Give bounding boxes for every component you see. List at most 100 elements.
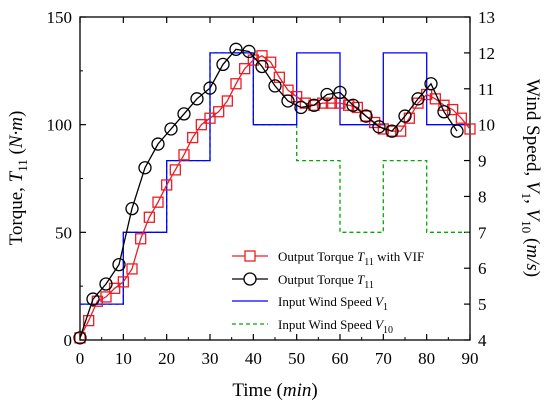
data-point-square [83, 314, 95, 327]
y-right-tick-label: 8 [478, 187, 487, 206]
data-point-circle [346, 98, 360, 112]
data-point-square [74, 332, 86, 344]
series-line-input-wind-speed-v1 [80, 52, 470, 305]
legend-label-torque: Output Torque T11 [278, 272, 374, 291]
data-point-circle [437, 105, 451, 119]
x-tick-label: 90 [462, 349, 479, 368]
plot-frame [79, 16, 471, 341]
x-axis-title: Time (min) [232, 380, 317, 401]
legend-label-wind-v1: Input Wind Speed V1 [278, 294, 388, 313]
data-point-square [178, 149, 190, 161]
data-point-circle [242, 44, 256, 59]
x-tick-label: 30 [202, 349, 219, 368]
series-layer [73, 42, 476, 345]
x-tick-label: 40 [245, 349, 262, 368]
y-right-tick-label: 9 [478, 152, 487, 171]
y-axis-left-title: Torque, T11 (N·m) [6, 111, 30, 246]
x-tick-label: 80 [418, 349, 435, 368]
data-point-square [143, 211, 155, 223]
data-point-circle [125, 201, 139, 216]
data-point-square [152, 196, 164, 208]
data-point-circle [151, 137, 165, 151]
data-point-circle [229, 42, 243, 56]
data-point-circle [86, 292, 100, 306]
y-right-tick-label: 7 [478, 223, 487, 242]
x-tick-label: 10 [115, 349, 132, 368]
data-point-circle [450, 124, 464, 138]
series-line-output-torque-t11-with-vif [79, 55, 471, 339]
y-left-tick-label: 100 [47, 116, 73, 135]
data-point-square [161, 179, 173, 191]
legend-marker-square [244, 250, 256, 262]
data-point-circle [216, 57, 230, 72]
data-point-square [395, 125, 407, 137]
y-left-tick-label: 50 [55, 223, 72, 242]
legend-item-wind-v10: Input Wind Speed V10 [232, 317, 393, 336]
ticks-layer: 0 10 20 30 40 50 60 70 80 90 0 50 100 150 4 5 6 7 8 9 10 11 12… [47, 8, 496, 368]
series-line-output-torque-t11 [79, 48, 458, 339]
data-point-circle [138, 161, 152, 175]
data-point-circle [73, 331, 87, 345]
data-point-square [464, 123, 476, 135]
data-point-circle [190, 92, 204, 106]
data-point-square [100, 291, 112, 303]
data-point-square [187, 131, 199, 144]
legend-marker-circle [243, 272, 257, 286]
data-point-square [195, 119, 207, 131]
data-point-square [213, 106, 225, 118]
legend-label-torque-vif: Output Torque T11 with VIF [278, 249, 424, 268]
y-axis-right-title: Wind Speed, V1, V10 (m/s) [519, 79, 543, 277]
data-point-square [221, 95, 233, 107]
x-tick-label: 70 [375, 349, 392, 368]
data-point-circle [281, 94, 295, 108]
data-point-circle [294, 100, 308, 115]
data-point-square [447, 103, 459, 116]
legend-item-wind-v1: Input Wind Speed V1 [232, 294, 388, 313]
data-point-circle [424, 77, 438, 91]
data-point-circle [203, 81, 217, 95]
data-point-square [351, 101, 363, 114]
y-right-tick-label: 13 [478, 8, 495, 27]
data-point-circle [398, 109, 412, 123]
x-tick-label: 20 [158, 349, 175, 368]
y-right-tick-label: 11 [478, 80, 494, 99]
x-tick-label: 0 [76, 349, 85, 368]
legend: Output Torque T11 with VIF Output Torque… [232, 249, 424, 336]
data-point-square [369, 116, 381, 129]
data-point-circle [255, 59, 269, 74]
data-point-square [386, 125, 398, 137]
data-point-square [239, 63, 251, 75]
data-point-circle [320, 87, 334, 102]
data-point-circle [411, 92, 425, 106]
y-right-tick-label: 10 [478, 116, 495, 135]
data-point-circle [333, 85, 347, 100]
x-tick-label: 50 [288, 349, 305, 368]
data-point-circle [359, 109, 373, 123]
data-point-circle [385, 124, 399, 138]
series-line-input-wind-speed-v10 [80, 52, 470, 305]
data-point-circle [372, 120, 386, 134]
y-left-tick-label: 0 [64, 331, 73, 350]
data-point-square [204, 112, 216, 124]
y-right-tick-label: 12 [478, 44, 495, 63]
data-point-square [135, 233, 147, 245]
data-point-circle [307, 98, 321, 112]
data-point-circle [268, 79, 282, 93]
legend-item-torque-vif: Output Torque T11 with VIF [232, 249, 424, 268]
data-point-square [377, 123, 389, 135]
data-point-circle [164, 122, 178, 136]
data-point-square [403, 112, 415, 124]
x-tick-label: 60 [332, 349, 349, 368]
legend-item-torque: Output Torque T11 [232, 272, 374, 291]
data-point-circle [99, 277, 113, 291]
data-point-square [308, 99, 320, 111]
data-point-square [299, 97, 311, 109]
data-point-square [360, 110, 372, 122]
y-right-tick-label: 6 [478, 259, 487, 278]
y-left-tick-label: 150 [47, 8, 73, 27]
data-point-square [230, 78, 242, 90]
data-point-circle [177, 107, 191, 121]
data-point-square [169, 164, 181, 176]
data-point-square [126, 263, 138, 275]
data-point-square [455, 112, 467, 124]
